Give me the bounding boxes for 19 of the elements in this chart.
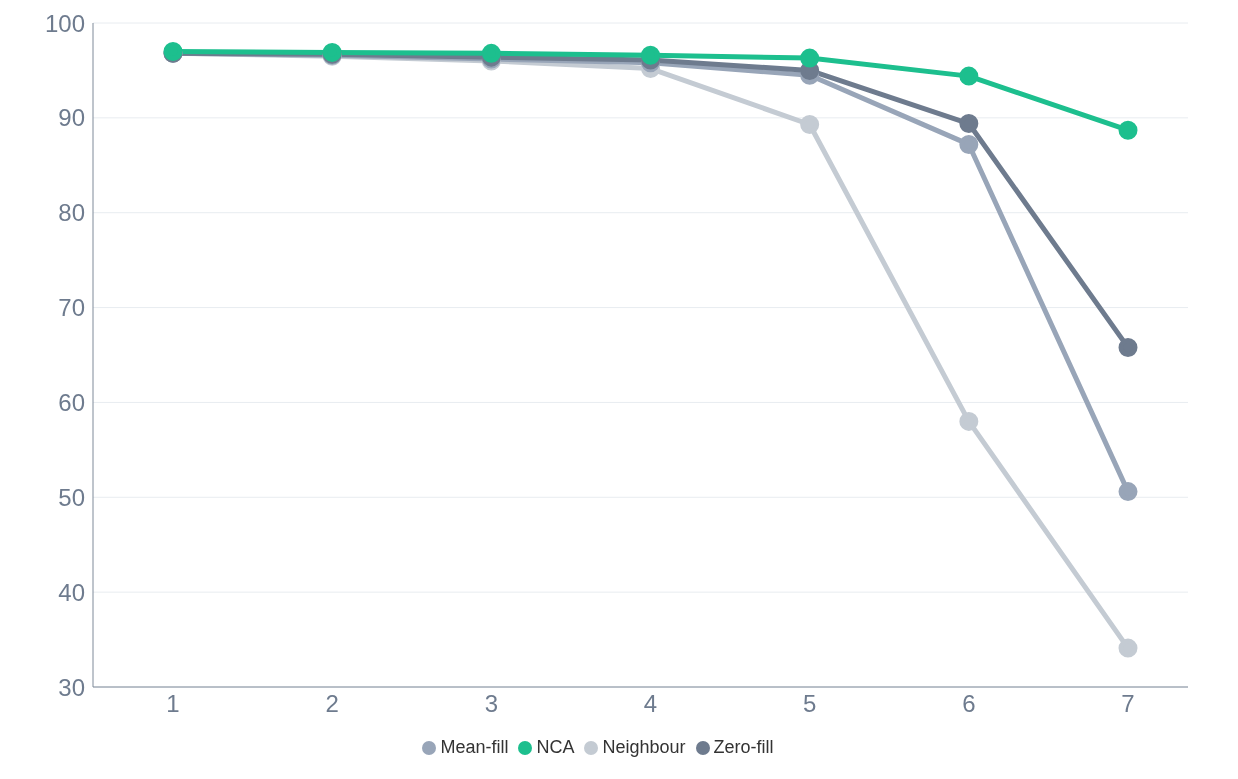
legend-label: Neighbour bbox=[602, 737, 686, 757]
x-tick-label: 1 bbox=[166, 690, 180, 718]
x-tick-label: 4 bbox=[643, 690, 658, 718]
x-tick-label: 3 bbox=[484, 690, 499, 718]
x-tick-label: 7 bbox=[1121, 690, 1135, 718]
x-tick-label: 2 bbox=[325, 690, 339, 718]
legend-label: Mean-fill bbox=[440, 737, 509, 757]
y-tick-label: 90 bbox=[58, 104, 85, 132]
y-tick-label: 80 bbox=[58, 199, 85, 227]
y-tick-label: 40 bbox=[58, 578, 85, 606]
x-tick-label: 5 bbox=[802, 690, 817, 718]
y-tick-label: 100 bbox=[44, 9, 85, 37]
y-tick-label: 30 bbox=[58, 673, 85, 701]
legend-label: NCA bbox=[536, 737, 575, 757]
legend-label: Zero-fill bbox=[713, 737, 774, 757]
y-tick-label: 60 bbox=[58, 388, 85, 416]
y-tick-label: 70 bbox=[58, 294, 85, 322]
y-tick-label: 50 bbox=[58, 483, 85, 511]
x-tick-label: 6 bbox=[962, 690, 976, 718]
